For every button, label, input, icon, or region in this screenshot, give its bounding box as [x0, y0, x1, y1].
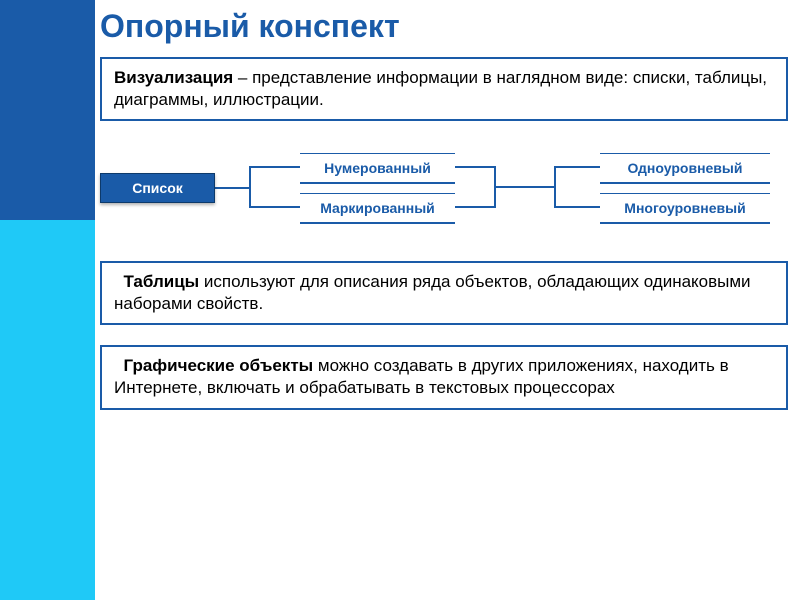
sidebar-bottom — [0, 220, 95, 600]
list-hierarchy-diagram: Список Нумерованный Маркированный Одноур… — [100, 135, 788, 245]
page-title: Опорный конспект — [100, 8, 788, 45]
term-visualization: Визуализация — [114, 68, 233, 87]
definition-box-tables: Таблицы используют для описания ряда объ… — [100, 261, 788, 325]
sidebar-top — [0, 0, 95, 220]
tables-text: используют для описания ряда объектов, о… — [114, 272, 751, 313]
definition-box-graphics: Графические объекты можно создавать в др… — [100, 345, 788, 409]
content-area: Опорный конспект Визуализация – представ… — [100, 8, 788, 588]
term-tables: Таблицы — [123, 272, 199, 291]
node-numbered: Нумерованный — [300, 153, 455, 184]
term-graphics: Графические объекты — [123, 356, 313, 375]
node-single-level: Одноуровневый — [600, 153, 770, 184]
node-multi-level: Многоуровневый — [600, 193, 770, 224]
node-list-root: Список — [100, 173, 215, 203]
node-bulleted: Маркированный — [300, 193, 455, 224]
definition-box-visualization: Визуализация – представление информации … — [100, 57, 788, 121]
